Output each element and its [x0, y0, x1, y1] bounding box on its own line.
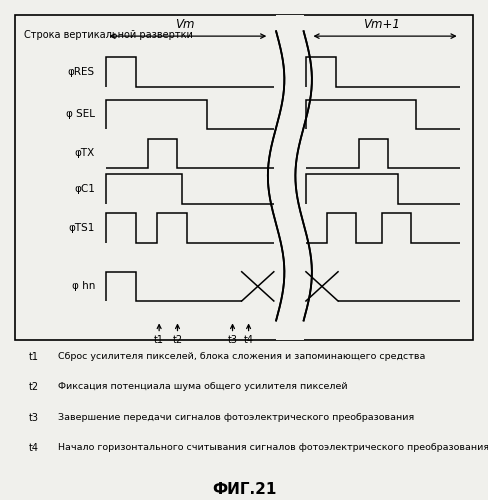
Text: t3: t3	[227, 335, 238, 345]
Text: Vm: Vm	[175, 18, 194, 31]
Text: φ hn: φ hn	[72, 282, 95, 292]
Text: ФИГ.21: ФИГ.21	[212, 482, 276, 498]
Text: φTS1: φTS1	[68, 223, 95, 233]
Text: Фиксация потенциала шума общего усилителя пикселей: Фиксация потенциала шума общего усилител…	[58, 382, 348, 391]
Text: Vm+1: Vm+1	[363, 18, 400, 31]
Text: t2: t2	[172, 335, 183, 345]
Text: Начало горизонтального считывания сигналов фотоэлектрического преобразования: Начало горизонтального считывания сигнал…	[58, 443, 488, 452]
Text: φRES: φRES	[68, 67, 95, 77]
Text: φC1: φC1	[74, 184, 95, 194]
Text: Завершение передачи сигналов фотоэлектрического преобразования: Завершение передачи сигналов фотоэлектри…	[58, 412, 414, 422]
Text: φ SEL: φ SEL	[66, 109, 95, 119]
Text: t1: t1	[28, 352, 39, 362]
Text: t3: t3	[28, 412, 39, 422]
Text: t4: t4	[28, 443, 39, 453]
Text: Строка вертикальной развертки: Строка вертикальной развертки	[24, 30, 193, 40]
Bar	[276, 15, 304, 340]
Text: t1: t1	[154, 335, 164, 345]
Text: t2: t2	[28, 382, 39, 392]
Text: t4: t4	[244, 335, 254, 345]
Text: φTX: φTX	[75, 148, 95, 158]
Text: Сброс усилителя пикселей, блока сложения и запоминающего средства: Сброс усилителя пикселей, блока сложения…	[58, 352, 426, 361]
